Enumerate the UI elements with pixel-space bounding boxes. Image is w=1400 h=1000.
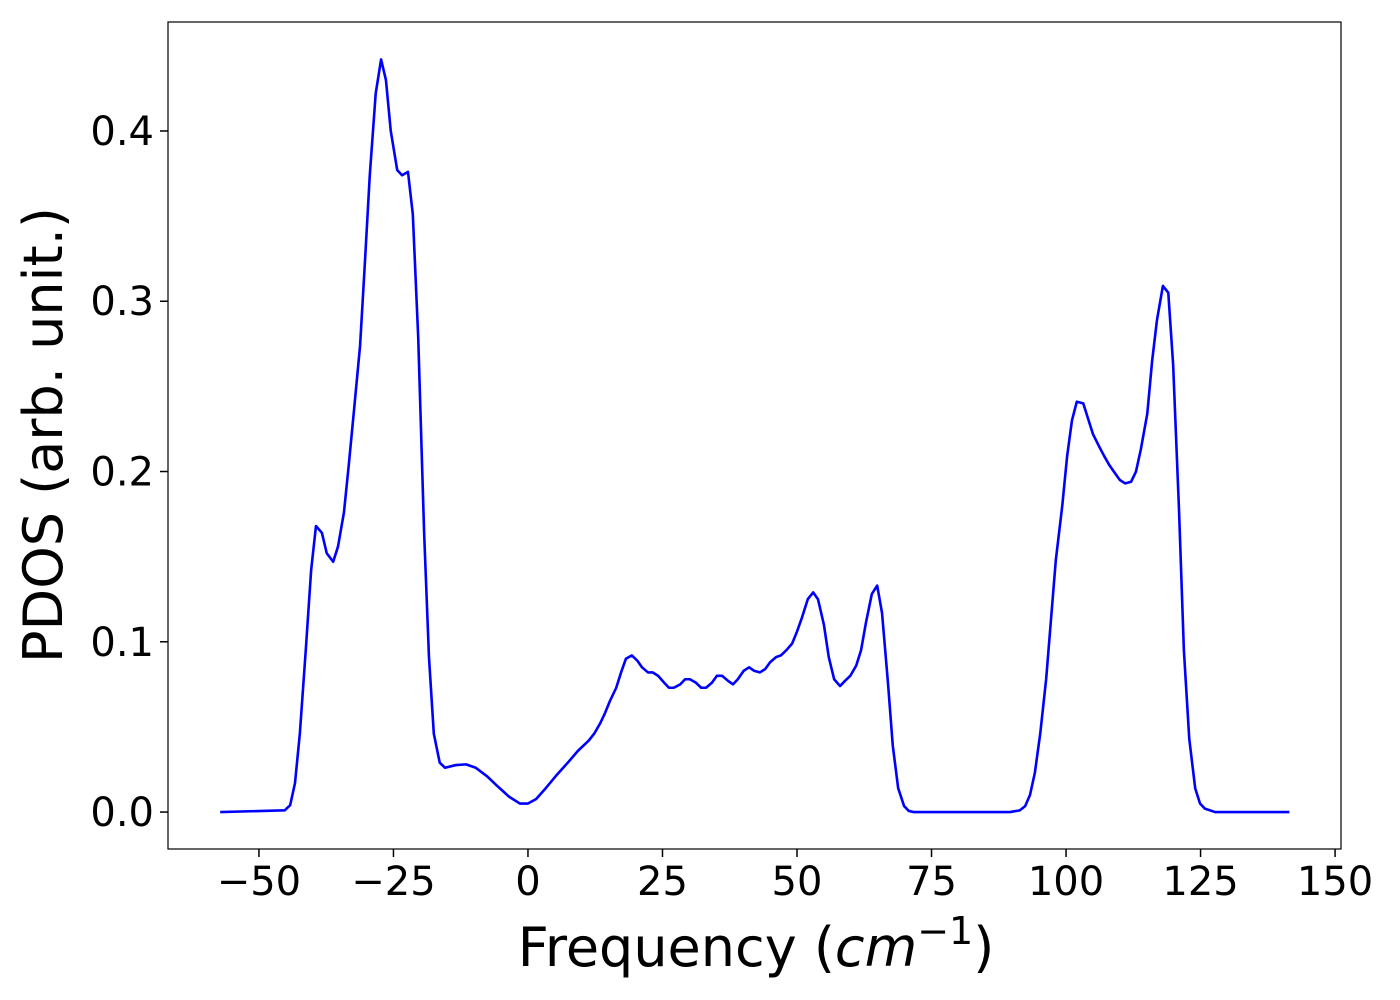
y-tick-label: 0.2 (90, 450, 154, 496)
data-line (220, 58, 1290, 814)
y-tick-label: 0.0 (90, 790, 154, 836)
x-tick-label: 125 (1162, 859, 1238, 905)
y-tick-label: 0.3 (90, 279, 154, 325)
x-label-exponent: −1 (917, 909, 973, 953)
x-tick-label: 75 (906, 859, 957, 905)
x-tick-label: 100 (1028, 859, 1104, 905)
x-tick-label: −25 (351, 859, 435, 905)
plot-frame (167, 21, 1342, 850)
x-label-unit: cm (835, 916, 917, 979)
x-label-text: Frequency ( (518, 916, 835, 979)
x-tick-label: −50 (217, 859, 301, 905)
x-axis-label: Frequency (cm−1) (518, 909, 995, 979)
y-tick-label: 0.4 (90, 109, 154, 155)
y-tick-label: 0.1 (90, 620, 154, 666)
x-tick-label: 25 (637, 859, 688, 905)
y-axis-label: PDOS (arb. unit.) (12, 207, 75, 663)
x-tick-label: 150 (1297, 859, 1373, 905)
x-tick-label: 50 (772, 859, 823, 905)
x-label-close: ) (973, 916, 994, 979)
x-tick-label: 0 (515, 859, 540, 905)
